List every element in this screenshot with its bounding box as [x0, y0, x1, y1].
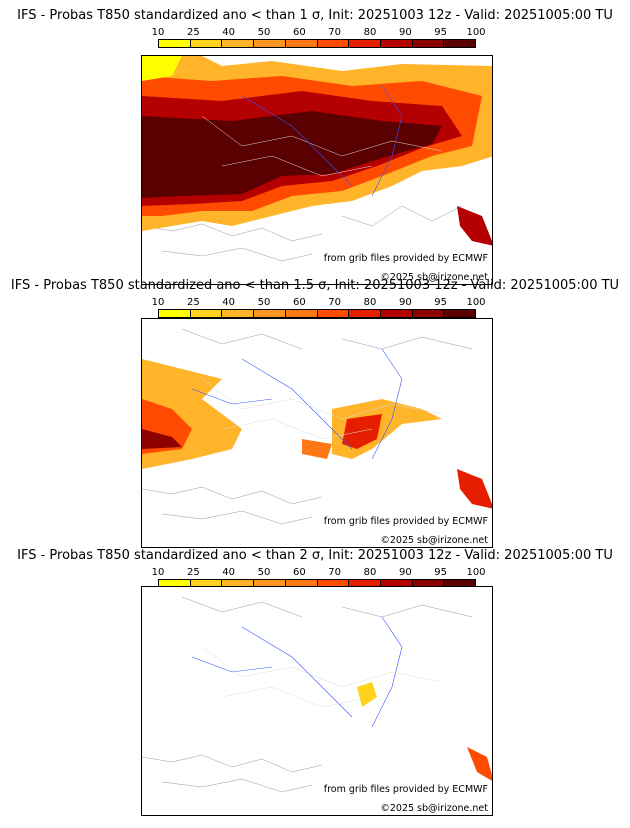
colorbar-segment [190, 310, 223, 317]
colorbar-segment [254, 40, 286, 47]
colorbar-tick-label: 10 [151, 27, 165, 38]
colorbar-segment [317, 310, 350, 317]
probability-map[interactable]: from grib files provided by ECMWF ©2025 … [141, 586, 493, 816]
panel-title: IFS - Probas T850 standardized ano < tha… [10, 278, 620, 293]
panel-title: IFS - Probas T850 standardized ano < tha… [17, 8, 613, 23]
colorbar-segment [349, 580, 381, 587]
colorbar-tick-label: 70 [328, 27, 342, 38]
colorbar-tick-label: 60 [292, 27, 306, 38]
colorbar-segment [159, 310, 191, 317]
map-layer [142, 56, 492, 262]
panel-1: IFS - Probas T850 standardized ano < tha… [0, 8, 630, 285]
colorbar-tick-label: 80 [363, 567, 377, 578]
probability-map[interactable]: from grib files provided by ECMWF ©2025 … [141, 318, 493, 548]
colorbar-segment [190, 40, 223, 47]
colorbar-segment [222, 580, 255, 587]
colorbar-ticks: 10 25 40 50 60 70 80 90 95 100 [151, 567, 486, 579]
colorbar-segment [317, 40, 350, 47]
colorbar-segment [380, 580, 413, 587]
colorbar-tick-label: 90 [398, 27, 412, 38]
colorbar [158, 309, 476, 318]
colorbar-tick-label: 95 [434, 567, 448, 578]
colorbar-tick-label: 40 [222, 567, 236, 578]
colorbar-segment [254, 310, 286, 317]
colorbar-tick-label: 25 [186, 27, 200, 38]
colorbar-tick-label: 70 [328, 567, 342, 578]
colorbar-ticks: 10 25 40 50 60 70 80 90 95 100 [151, 297, 486, 309]
colorbar-segment [444, 580, 476, 587]
colorbar-tick-label: 70 [328, 297, 342, 308]
colorbar-tick-label: 80 [363, 27, 377, 38]
colorbar-tick-label: 60 [292, 567, 306, 578]
panel-title: IFS - Probas T850 standardized ano < tha… [17, 548, 613, 563]
colorbar-segment [159, 40, 191, 47]
colorbar-segment [380, 40, 413, 47]
colorbar-tick-label: 50 [257, 297, 271, 308]
colorbar-tick-label: 80 [363, 297, 377, 308]
credit-copyright: ©2025 sb@irizone.net [380, 535, 488, 546]
credit-source: from grib files provided by ECMWF [323, 516, 488, 527]
colorbar-tick-label: 25 [186, 297, 200, 308]
colorbar-segment [380, 310, 413, 317]
colorbar-segment [159, 580, 191, 587]
colorbar-ticks: 10 25 40 50 60 70 80 90 95 100 [151, 27, 486, 39]
colorbar-tick-label: 10 [151, 567, 165, 578]
colorbar-tick-label: 100 [466, 567, 486, 578]
colorbar [158, 39, 476, 48]
panel-3: IFS - Probas T850 standardized ano < tha… [0, 548, 630, 818]
colorbar-segment [285, 310, 318, 317]
colorbar-segment [444, 40, 476, 47]
colorbar-segment [317, 580, 350, 587]
colorbar-segment [285, 580, 318, 587]
colorbar-segment [254, 580, 286, 587]
map-layer [142, 596, 492, 793]
colorbar-tick-label: 40 [222, 27, 236, 38]
colorbar-tick-label: 95 [434, 297, 448, 308]
credit-copyright: ©2025 sb@irizone.net [380, 272, 488, 283]
colorbar-segment [412, 580, 445, 587]
colorbar-segment [222, 310, 255, 317]
colorbar-tick-label: 40 [222, 297, 236, 308]
colorbar-tick-label: 50 [257, 27, 271, 38]
colorbar-tick-label: 95 [434, 27, 448, 38]
colorbar-segment [349, 40, 381, 47]
colorbar-tick-label: 90 [398, 297, 412, 308]
colorbar-segment [349, 310, 381, 317]
colorbar-segment [190, 580, 223, 587]
probability-map[interactable]: from grib files provided by ECMWF ©2025 … [141, 55, 493, 285]
colorbar-segment [412, 40, 445, 47]
panel-2: IFS - Probas T850 standardized ano < tha… [0, 278, 630, 548]
colorbar-tick-label: 10 [151, 297, 165, 308]
colorbar-tick-label: 100 [466, 27, 486, 38]
colorbar-tick-label: 25 [186, 567, 200, 578]
colorbar-tick-label: 50 [257, 567, 271, 578]
colorbar-segment [285, 40, 318, 47]
credit-copyright: ©2025 sb@irizone.net [380, 803, 488, 814]
credit-source: from grib files provided by ECMWF [323, 784, 488, 795]
colorbar-segment [222, 40, 255, 47]
colorbar-tick-label: 60 [292, 297, 306, 308]
colorbar-segment [412, 310, 445, 317]
map-layer [142, 328, 492, 525]
colorbar-segment [444, 310, 476, 317]
colorbar-tick-label: 90 [398, 567, 412, 578]
credit-source: from grib files provided by ECMWF [323, 253, 488, 264]
colorbar-tick-label: 100 [466, 297, 486, 308]
